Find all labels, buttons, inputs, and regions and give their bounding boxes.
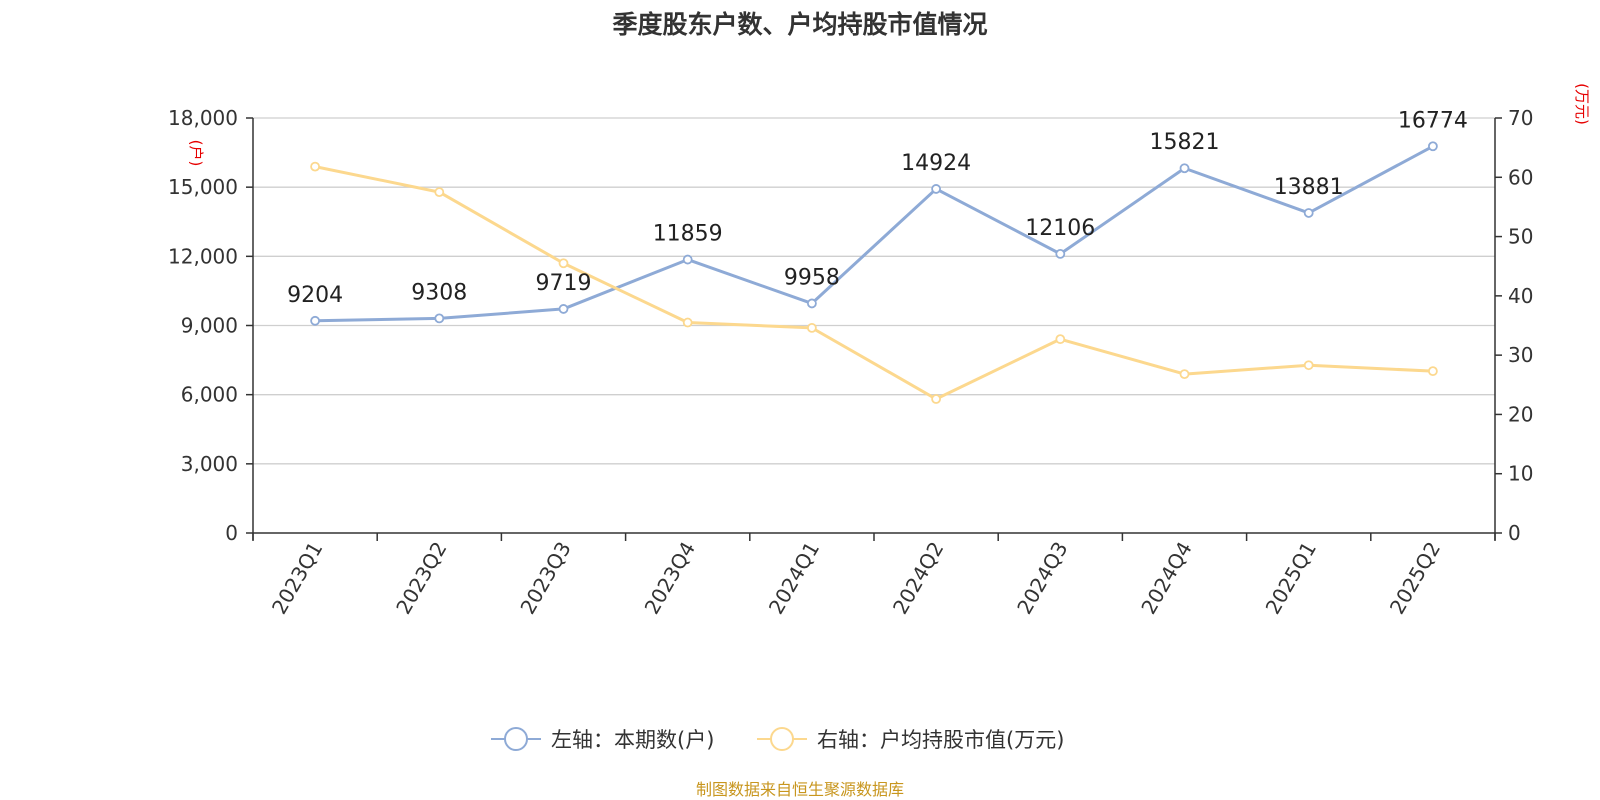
x-axis-tick-label: 2024Q3 bbox=[1012, 538, 1072, 619]
left-axis-tick-label: 12,000 bbox=[168, 244, 238, 268]
households-point bbox=[682, 254, 693, 265]
data-label: 12106 bbox=[1025, 216, 1095, 241]
x-axis-tick-label: 2023Q3 bbox=[515, 538, 575, 619]
right-axis-tick-label: 30 bbox=[1508, 343, 1533, 367]
gridlines bbox=[253, 117, 1495, 465]
legend-label-households: 左轴：本期数(户) bbox=[551, 728, 714, 752]
right-axis-tick-label: 20 bbox=[1508, 402, 1533, 426]
avg-value-line bbox=[314, 165, 1433, 401]
right-axis-tick-label: 0 bbox=[1508, 521, 1521, 545]
data-label: 13881 bbox=[1274, 175, 1344, 200]
x-axis-tick-label: 2025Q1 bbox=[1261, 538, 1321, 619]
households-point bbox=[558, 304, 569, 314]
right-axis-tick-label: 50 bbox=[1508, 225, 1533, 249]
households-point bbox=[310, 315, 321, 326]
legend-marker-households bbox=[504, 727, 528, 751]
x-axis-tick-label: 2024Q1 bbox=[764, 538, 824, 619]
legend: 左轴：本期数(户) 右轴：户均持股市值(万元) bbox=[491, 727, 1064, 752]
legend-item-avg-value[interactable]: 右轴：户均持股市值(万元) bbox=[757, 727, 1064, 752]
left-axis-tick-label: 15,000 bbox=[168, 175, 238, 199]
left-axis-tick-label: 0 bbox=[225, 521, 238, 545]
avg-value-point bbox=[1428, 366, 1438, 377]
households-point bbox=[807, 298, 817, 309]
avg-value-point bbox=[1055, 334, 1066, 345]
source-note: 制图数据来自恒生聚源数据库 bbox=[696, 780, 904, 799]
data-label: 9204 bbox=[287, 283, 343, 308]
households-point bbox=[1428, 141, 1438, 152]
x-axis-tick-label: 2023Q4 bbox=[640, 538, 700, 619]
chart-title: 季度股东户数、户均持股市值情况 bbox=[612, 10, 987, 39]
data-label: 9958 bbox=[784, 265, 840, 290]
right-axis-tick-label: 10 bbox=[1508, 462, 1533, 486]
avg-value-point bbox=[1303, 360, 1314, 371]
households-line bbox=[315, 144, 1434, 323]
data-label: 14924 bbox=[901, 151, 971, 176]
data-label: 15821 bbox=[1150, 130, 1220, 155]
legend-marker-avg-value bbox=[770, 727, 794, 751]
x-axis-tick-label: 2025Q2 bbox=[1385, 538, 1445, 619]
households-point bbox=[931, 184, 941, 194]
left-axis-tick-label: 9,000 bbox=[181, 314, 238, 338]
avg-value-point bbox=[558, 258, 569, 269]
data-label: 9719 bbox=[536, 271, 592, 296]
left-axis-tick-label: 3,000 bbox=[181, 452, 238, 476]
households-point bbox=[1303, 208, 1314, 218]
households-point bbox=[1055, 248, 1066, 259]
data-label: 9308 bbox=[411, 280, 467, 305]
avg-value-point bbox=[434, 187, 445, 198]
avg-value-point bbox=[310, 161, 321, 172]
left-axis-tick-label: 18,000 bbox=[168, 106, 238, 130]
left-axis-unit: (户) bbox=[187, 140, 205, 167]
left-axis-tick-label: 6,000 bbox=[181, 383, 238, 407]
x-axis-tick-label: 2023Q1 bbox=[267, 538, 327, 619]
avg-value-point bbox=[807, 322, 817, 333]
series bbox=[310, 141, 1438, 404]
households-point bbox=[434, 313, 445, 324]
right-axis-tick-label: 60 bbox=[1508, 165, 1533, 189]
legend-item-households[interactable]: 左轴：本期数(户) bbox=[491, 727, 714, 752]
avg-value-point bbox=[682, 317, 693, 328]
right-axis-unit: (万元) bbox=[1573, 83, 1591, 125]
right-axis-tick-label: 40 bbox=[1508, 284, 1533, 308]
data-label: 16774 bbox=[1398, 108, 1468, 133]
x-axis-tick-label: 2024Q4 bbox=[1136, 538, 1196, 619]
right-axis-tick-label: 70 bbox=[1508, 106, 1533, 130]
avg-value-point bbox=[1179, 369, 1190, 380]
data-labels: 9204 9308 9719 11859 9958 14924 12106 15821 1388… bbox=[287, 108, 1468, 308]
x-axis-tick-label: 2023Q2 bbox=[391, 538, 451, 619]
households-point bbox=[1179, 163, 1190, 174]
legend-label-avg-value: 右轴：户均持股市值(万元) bbox=[817, 728, 1064, 752]
data-label: 11859 bbox=[653, 222, 723, 247]
x-axis-tick-label: 2024Q2 bbox=[888, 538, 948, 619]
avg-value-point bbox=[931, 394, 941, 404]
